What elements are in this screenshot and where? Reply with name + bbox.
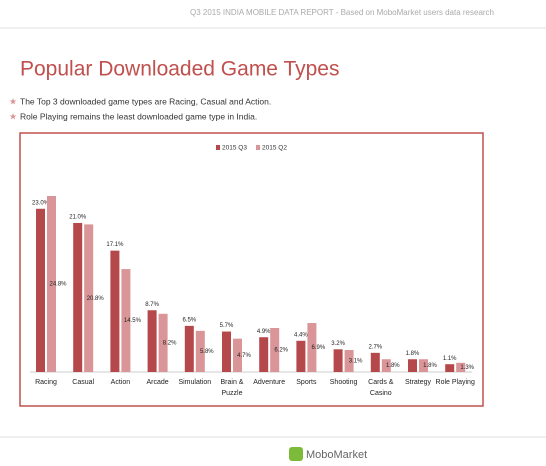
bar <box>36 208 45 372</box>
chart-frame <box>19 132 484 407</box>
x-tick-label: Brain & Puzzle <box>220 379 244 397</box>
x-tick-label: Racing <box>35 379 57 386</box>
bar <box>445 364 455 372</box>
bullet-star: ★ <box>9 96 17 106</box>
bar <box>296 340 306 372</box>
data-label: 8.2% <box>163 340 177 346</box>
data-label: 20.8% <box>87 296 105 302</box>
bullet: The Top 3 downloaded game types are Raci… <box>20 96 271 106</box>
report-header: Q3 2015 INDIA MOBILE DATA REPORT - Based… <box>190 8 494 17</box>
bullet-star: ★ <box>9 111 17 121</box>
bar <box>195 330 205 372</box>
data-label: 6.5% <box>182 317 196 323</box>
data-label: 4.9% <box>257 329 271 335</box>
legend-label: 2015 Q2 <box>262 145 287 152</box>
bar <box>333 349 343 372</box>
bar <box>184 325 194 372</box>
legend-swatch <box>216 145 220 150</box>
bar <box>307 323 317 372</box>
data-label: 6.2% <box>274 348 288 354</box>
bar <box>456 362 466 372</box>
bullet: Role Playing remains the least downloade… <box>20 111 257 121</box>
data-label: 1.8% <box>386 363 400 369</box>
data-label: 8.7% <box>145 302 159 308</box>
bar <box>270 328 280 372</box>
bar <box>233 338 242 372</box>
data-label: 5.7% <box>220 323 234 329</box>
x-tick-label: Adventure <box>253 379 286 386</box>
x-tick-label: Sports <box>296 379 317 386</box>
logo-icon <box>289 447 303 461</box>
data-label: 21.0% <box>69 215 87 221</box>
data-label: 1.8% <box>423 363 437 369</box>
data-label: 1.8% <box>406 351 420 357</box>
data-label: 1.3% <box>460 365 474 371</box>
data-label: 24.8% <box>49 282 67 288</box>
data-label: 23.0% <box>32 200 50 206</box>
x-tick-label: Shooting <box>329 379 358 386</box>
data-label: 3.1% <box>349 359 363 365</box>
legend-label: 2015 Q3 <box>222 145 247 152</box>
bar <box>47 196 56 372</box>
x-tick-label: Simulation <box>178 379 212 386</box>
data-label: 2.7% <box>368 344 382 350</box>
data-label: 4.4% <box>294 332 308 338</box>
bar <box>222 331 231 372</box>
bar <box>259 337 269 372</box>
data-label: 14.5% <box>124 318 142 324</box>
bar <box>84 224 94 372</box>
legend-swatch <box>256 145 260 150</box>
data-label: 4.7% <box>237 353 251 359</box>
data-label: 17.1% <box>106 242 124 248</box>
bar <box>419 359 428 372</box>
data-label: 5.8% <box>200 349 214 355</box>
bar <box>370 352 380 372</box>
x-tick-label: Casual <box>72 379 95 386</box>
x-tick-label: Role Playing <box>435 379 475 386</box>
logo-text: MoboMarket <box>306 449 367 461</box>
x-tick-label: Cards & Casino <box>368 379 394 397</box>
bar <box>110 250 120 372</box>
bar <box>73 222 83 372</box>
data-label: 1.1% <box>443 356 457 362</box>
bar <box>147 310 157 372</box>
slide-title: Popular Downloaded Game Types <box>20 58 339 81</box>
data-label: 3.2% <box>331 341 345 347</box>
data-label: 6.9% <box>312 345 326 351</box>
bar <box>158 313 168 372</box>
bar <box>381 359 391 372</box>
x-tick-label: Action <box>110 379 131 386</box>
bar <box>121 269 131 372</box>
x-tick-label: Strategy <box>404 379 432 386</box>
x-tick-label: Arcade <box>146 379 169 386</box>
bar <box>344 350 354 372</box>
bar <box>408 359 417 372</box>
